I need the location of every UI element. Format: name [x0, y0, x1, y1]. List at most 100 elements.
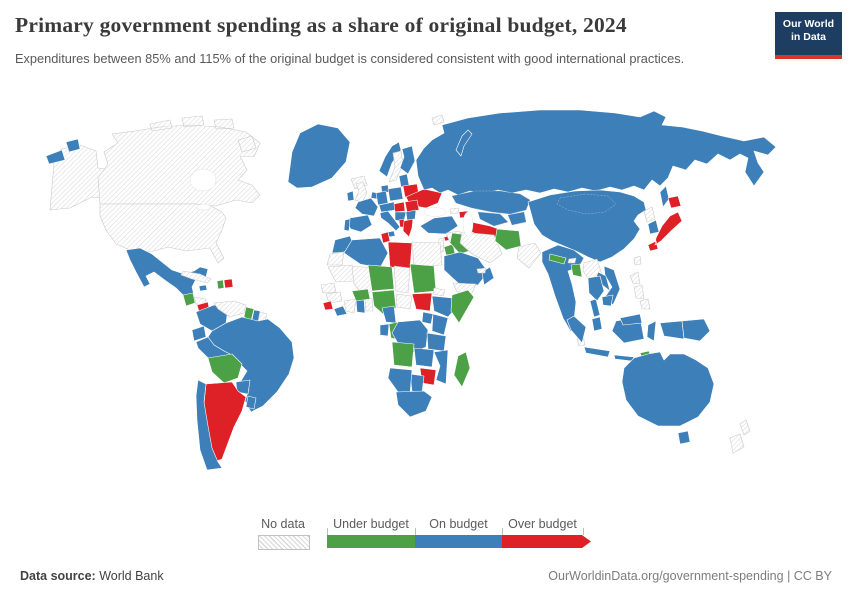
country-papua-new-guinea[interactable] [681, 318, 711, 342]
country-bhutan[interactable] [567, 257, 577, 264]
country-iran[interactable] [459, 231, 503, 264]
legend-swatch-under-budget[interactable] [327, 535, 415, 548]
country-jamaica[interactable] [198, 284, 208, 292]
country-bangladesh[interactable] [570, 263, 583, 278]
legend-label-on-budget: On budget [429, 517, 488, 531]
footer-credit-link[interactable]: OurWorldinData.org/government-spending |… [548, 569, 832, 583]
country-baltic-states[interactable] [398, 173, 410, 188]
country-georgia[interactable] [449, 207, 460, 215]
country-guinea[interactable] [325, 291, 343, 304]
country-uae[interactable] [476, 267, 487, 274]
country-russia-chukotka[interactable] [45, 138, 81, 165]
country-greece[interactable] [402, 218, 414, 238]
country-burkina-faso[interactable] [351, 288, 371, 302]
country-libya[interactable] [387, 241, 413, 270]
country-south-sudan[interactable] [411, 292, 433, 312]
country-kenya[interactable] [431, 313, 449, 336]
country-haiti[interactable] [216, 279, 225, 290]
country-bolivia[interactable] [207, 353, 243, 384]
country-liberia[interactable] [333, 305, 348, 317]
country-uruguay[interactable] [245, 395, 257, 410]
country-north-korea[interactable] [643, 206, 656, 223]
country-chad[interactable] [393, 265, 411, 294]
country-ecuador[interactable] [191, 325, 207, 342]
country-mexico[interactable] [125, 247, 209, 307]
country-canada[interactable] [97, 115, 261, 207]
country-uzbekistan[interactable] [477, 211, 509, 227]
country-afghanistan[interactable] [494, 228, 522, 251]
country-south-korea[interactable] [647, 219, 660, 235]
great-lakes [196, 203, 212, 211]
country-dominican-republic[interactable] [223, 278, 234, 289]
country-australia[interactable] [621, 351, 715, 445]
country-greenland[interactable] [287, 123, 351, 189]
country-pakistan[interactable] [516, 242, 542, 269]
legend-swatch-over-budget[interactable] [502, 535, 591, 548]
country-botswana[interactable] [409, 373, 425, 394]
country-venezuela[interactable] [213, 300, 247, 318]
country-france[interactable] [354, 197, 379, 217]
country-tanzania[interactable] [426, 332, 447, 352]
country-madagascar[interactable] [453, 351, 471, 388]
country-china[interactable] [527, 189, 647, 263]
country-new-zealand[interactable] [729, 419, 751, 454]
country-egypt[interactable] [411, 241, 443, 267]
country-philippines[interactable] [629, 271, 651, 310]
country-eritrea[interactable] [432, 287, 446, 297]
legend-label-under-budget: Under budget [333, 517, 409, 531]
legend-swatch-on-budget[interactable] [415, 535, 502, 548]
country-hungary[interactable] [393, 201, 406, 213]
country-norway[interactable] [378, 141, 402, 178]
country-algeria[interactable] [343, 237, 389, 269]
country-mozambique[interactable] [433, 349, 449, 385]
country-gabon[interactable] [379, 323, 390, 337]
country-malaysia[interactable] [591, 313, 643, 332]
country-cote-divoire[interactable] [343, 298, 357, 314]
country-central-african-republic[interactable] [395, 293, 413, 310]
country-sierra-leone[interactable] [322, 300, 334, 311]
country-ireland[interactable] [346, 190, 355, 202]
country-mauritania[interactable] [327, 264, 355, 283]
country-mongolia[interactable] [556, 193, 617, 215]
country-cambodia[interactable] [601, 294, 614, 307]
country-united-states[interactable] [99, 203, 227, 264]
country-sudan[interactable] [409, 263, 437, 294]
country-somalia[interactable] [450, 289, 475, 324]
page-title: Primary government spending as a share o… [15, 13, 627, 37]
country-germany[interactable] [375, 190, 389, 206]
country-south-africa[interactable] [395, 390, 433, 418]
country-poland[interactable] [387, 186, 404, 202]
country-kyrgyzstan[interactable] [507, 211, 527, 226]
owid-logo[interactable]: Our World in Data [775, 12, 842, 59]
country-benin-togo[interactable] [364, 297, 374, 312]
country-taiwan[interactable] [633, 255, 642, 266]
country-angola[interactable] [391, 341, 415, 368]
country-svalbard[interactable] [431, 114, 445, 126]
country-zambia[interactable] [413, 347, 435, 368]
country-japan[interactable] [647, 195, 683, 252]
country-thailand[interactable] [587, 275, 605, 318]
legend-swatch-no-data[interactable] [258, 535, 310, 550]
country-uganda[interactable] [421, 311, 434, 325]
country-sweden[interactable] [388, 150, 404, 183]
country-russia[interactable] [415, 109, 777, 208]
country-bulgaria[interactable] [405, 209, 417, 221]
country-western-sahara[interactable] [326, 251, 345, 266]
country-guatemala[interactable] [182, 292, 196, 307]
country-romania[interactable] [404, 199, 420, 213]
country-namibia[interactable] [387, 367, 413, 395]
country-indonesia[interactable] [566, 315, 685, 362]
country-turkey[interactable] [419, 215, 459, 235]
country-nepal[interactable] [548, 253, 567, 265]
country-cameroon[interactable] [381, 305, 397, 324]
country-senegal[interactable] [320, 282, 337, 294]
country-finland[interactable] [399, 145, 416, 175]
country-tunisia[interactable] [380, 231, 391, 244]
country-niger[interactable] [367, 264, 395, 292]
country-cuba[interactable] [180, 270, 212, 284]
country-chile[interactable] [195, 379, 223, 471]
hudson-bay [189, 168, 217, 192]
country-kazakhstan[interactable] [451, 190, 531, 215]
country-portugal[interactable] [343, 218, 351, 232]
world-choropleth-map[interactable] [20, 100, 840, 510]
